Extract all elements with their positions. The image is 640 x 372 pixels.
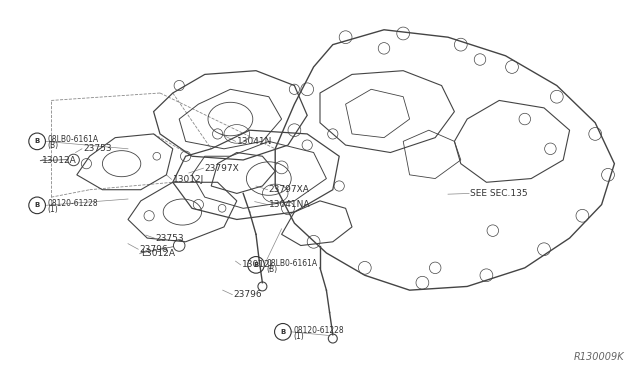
Text: 13012A: 13012A <box>42 156 76 165</box>
Text: R130009K: R130009K <box>573 352 624 362</box>
Text: 13041N: 13041N <box>237 137 272 146</box>
Text: 08120-61228: 08120-61228 <box>47 199 98 208</box>
Text: 23797XA: 23797XA <box>269 185 310 194</box>
Text: (B): (B) <box>266 265 277 274</box>
Text: L3012A: L3012A <box>141 249 175 258</box>
Text: 08LB0-6161A: 08LB0-6161A <box>266 259 317 268</box>
Text: 08LB0-6161A: 08LB0-6161A <box>47 135 99 144</box>
Text: B: B <box>35 202 40 208</box>
Text: 23797X: 23797X <box>205 164 239 173</box>
Text: 13041NA: 13041NA <box>269 200 310 209</box>
Text: 08120-61228: 08120-61228 <box>293 326 344 335</box>
Text: SEE SEC.135: SEE SEC.135 <box>470 189 528 198</box>
Text: 13012J: 13012J <box>173 175 204 184</box>
Text: 13012J: 13012J <box>242 260 273 269</box>
Text: B: B <box>280 329 285 335</box>
Text: (B): (B) <box>47 141 58 150</box>
Text: B: B <box>35 138 40 144</box>
Text: 23796: 23796 <box>234 290 262 299</box>
Text: (1): (1) <box>293 332 304 341</box>
Text: 23796: 23796 <box>140 245 168 254</box>
Text: (1): (1) <box>47 205 58 214</box>
Text: 23753: 23753 <box>156 234 184 243</box>
Text: B: B <box>253 262 259 268</box>
Text: 23753: 23753 <box>83 144 112 153</box>
